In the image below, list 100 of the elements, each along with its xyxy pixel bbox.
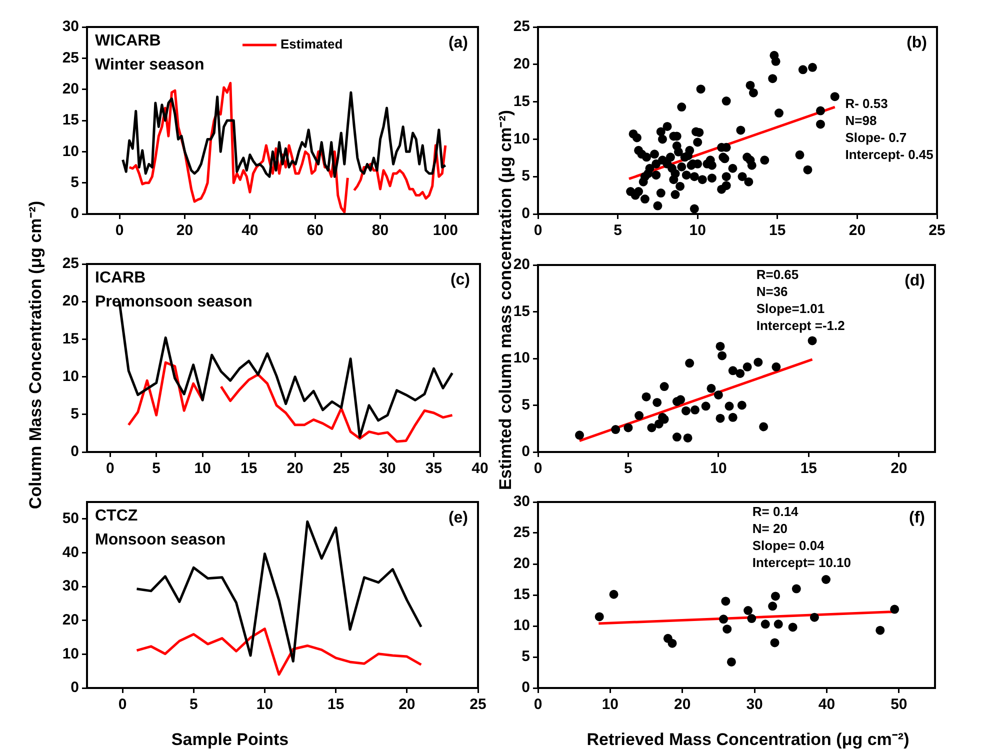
point	[770, 638, 780, 648]
x-tick-label: 10	[689, 222, 706, 240]
x-tick-label: 20	[848, 222, 866, 240]
y-tick-label: 30	[62, 578, 79, 595]
point	[716, 414, 725, 423]
point	[660, 382, 669, 392]
y-axis-title: Column Mass Concentration (μg cm⁻²)	[26, 200, 46, 512]
x-tick-label: 10	[194, 460, 211, 478]
y-tick-label: 10	[513, 617, 530, 634]
y-tick-label: 10	[62, 645, 79, 662]
text: Monsoon season	[95, 531, 226, 548]
point	[726, 657, 736, 666]
x-tick-label: 5	[189, 696, 198, 714]
x-tick-label: 50	[890, 696, 908, 714]
point	[737, 400, 746, 410]
x-tick-label: 10	[602, 696, 619, 714]
point	[719, 614, 728, 624]
chart-title: WICARB	[95, 32, 161, 50]
annotation: (e)	[448, 509, 468, 526]
y-tick-label: 25	[62, 49, 79, 66]
x-tick-label: 20	[176, 222, 194, 240]
y-tick-label: 40	[62, 544, 79, 561]
point	[754, 358, 763, 367]
point	[676, 395, 686, 404]
x-axis-title: Sample Points	[170, 730, 290, 750]
x-tick-label: 20	[674, 696, 691, 714]
y-tick-label: 10	[62, 142, 79, 160]
point	[724, 402, 734, 411]
y-axis-title: Estimted column mass concentration (μg cm⁻²)	[496, 110, 515, 490]
text: Premonsoon season	[95, 293, 252, 310]
y-tick-label: 20	[513, 56, 530, 73]
x-tick-label: 20	[890, 460, 908, 478]
x-tick-label: 0	[534, 460, 542, 478]
point	[890, 604, 900, 614]
annotation: (f)	[909, 509, 925, 526]
point	[706, 384, 716, 393]
point	[810, 612, 819, 622]
annotation: Intercept- 0.45	[845, 147, 934, 162]
x-tick-label: 15	[240, 460, 258, 478]
y-tick-label: 5	[70, 174, 79, 191]
point	[747, 614, 756, 624]
x-tick-label: 35	[425, 460, 442, 478]
x-tick-label: 0	[115, 222, 124, 240]
x-tick-label: 0	[106, 460, 114, 478]
point	[876, 626, 885, 635]
x-tick-label: 30	[379, 460, 396, 478]
y-tick-label: 0	[70, 443, 79, 460]
x-tick-label: 15	[327, 696, 344, 714]
y-tick-label: 10	[62, 368, 79, 385]
y-tick-label: 0	[522, 205, 530, 222]
x-tick-label: 60	[306, 222, 324, 240]
y-tick-label: 15	[62, 330, 79, 348]
annotation: R- 0.53	[845, 96, 888, 112]
point	[736, 368, 745, 378]
y-tick-label: 20	[62, 612, 79, 629]
point	[742, 362, 752, 372]
point	[722, 624, 732, 634]
y-tick-label: 25	[513, 18, 530, 36]
point	[701, 402, 710, 411]
x-tick-label: 40	[242, 222, 258, 240]
point	[575, 430, 584, 440]
y-tick-label: 30	[513, 493, 530, 510]
point	[714, 390, 723, 400]
point	[760, 620, 770, 629]
x-tick-label: 5	[614, 222, 622, 240]
annotation: Slope- 0.7	[845, 130, 907, 146]
y-tick-label: 25	[513, 524, 530, 542]
annotation: N=98	[845, 113, 877, 128]
y-tick-label: 0	[70, 205, 79, 222]
annotation: (c)	[450, 271, 470, 288]
x-tick-label: 20	[286, 460, 304, 478]
point	[685, 358, 694, 368]
point	[624, 423, 633, 432]
point	[788, 622, 798, 632]
x-tick-label: 0	[118, 696, 127, 714]
legend-label: Estimated	[280, 36, 343, 52]
annotation: N= 20	[752, 520, 788, 536]
point	[642, 392, 651, 402]
y-tick-label: 5	[70, 406, 79, 423]
point	[690, 405, 700, 414]
point	[721, 596, 730, 606]
x-tick-label: 10	[256, 696, 274, 714]
x-tick-label: 80	[372, 222, 389, 240]
point	[611, 425, 620, 434]
annotation: R=0.65	[756, 266, 799, 282]
point	[759, 422, 768, 432]
point	[594, 612, 604, 622]
annotation: Slope= 0.04	[752, 538, 826, 553]
text: Winter season	[95, 56, 204, 74]
y-tick-label: 15	[513, 302, 530, 320]
y-tick-label: 0	[522, 443, 530, 460]
point	[728, 366, 738, 376]
x-axis-title: Retrieved Mass Concentration (μg cm⁻²)	[586, 730, 910, 750]
point	[681, 406, 690, 416]
x-tick-label: 25	[332, 460, 350, 478]
x-tick-label: 40	[818, 696, 836, 714]
chart-title: ICARB	[95, 269, 146, 286]
x-tick-label: 15	[769, 222, 786, 240]
point	[744, 606, 753, 615]
point	[792, 584, 801, 594]
